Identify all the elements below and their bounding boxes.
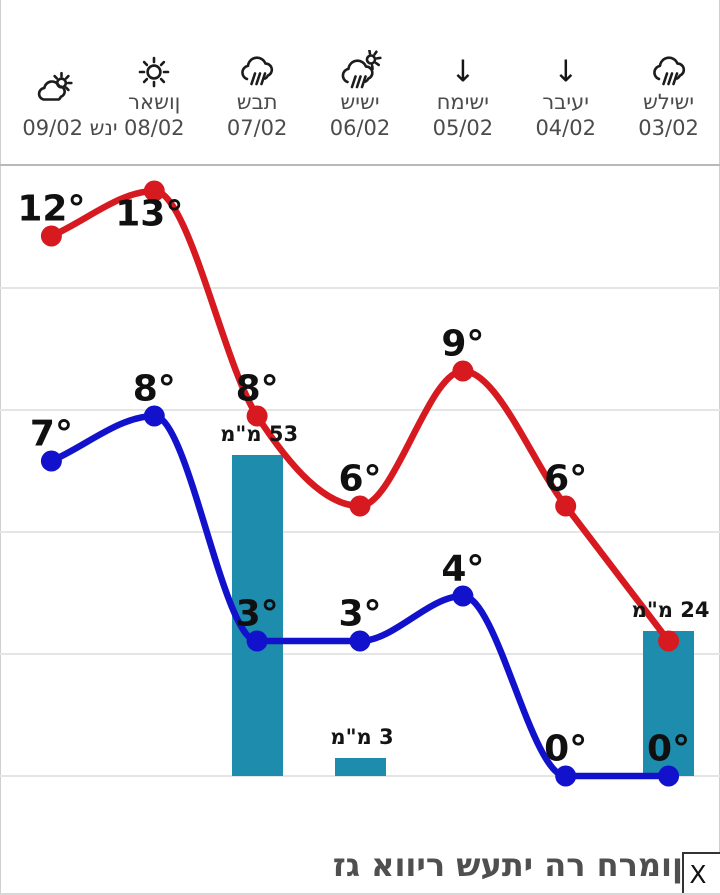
max-temp-label: 6°: [544, 458, 588, 500]
precip-value-label: מ"מ 24: [631, 598, 710, 622]
max-temp-label: 9°: [441, 323, 485, 365]
day-date: 08/02: [124, 116, 185, 140]
max-temp-point: [143, 180, 165, 202]
max-temp-label: 12°: [17, 188, 86, 230]
day-column-03-02[interactable]: שלישי 03/02: [617, 38, 720, 150]
day-date: 03/02: [638, 116, 699, 140]
day-column-07-02[interactable]: שבת 07/02: [206, 38, 309, 150]
partly-cloudy-icon: [33, 71, 77, 115]
down-arrow-icon: ↓: [450, 54, 476, 90]
day-column-04-02[interactable]: ↓ רביעי 04/02: [514, 38, 617, 150]
gridline: [0, 531, 720, 533]
widget-title: זג אוויר שעתי הר חרמון: [332, 846, 683, 884]
min-temp-point: [555, 765, 577, 787]
max-temp-point: [658, 630, 680, 652]
day-name: ראשון: [128, 90, 181, 114]
max-temp-point: [555, 495, 577, 517]
precip-value-label: מ"מ 3: [330, 725, 394, 749]
max-temp-point: [452, 360, 474, 382]
min-temp-label: 0°: [544, 728, 588, 770]
sun-rain-icon: [338, 48, 382, 94]
max-temp-label: 8°: [235, 368, 279, 410]
max-temp-point: [349, 495, 371, 517]
day-name: שלישי: [643, 90, 695, 114]
day-column-06-02[interactable]: שישי 06/02: [309, 38, 412, 150]
page-bottom-divider: [0, 893, 720, 895]
min-temp-point: [40, 450, 62, 472]
header-chart-separator: [0, 164, 720, 166]
day-date: 06/02: [329, 116, 391, 140]
precip-bar-06-02: [334, 758, 386, 776]
gridline: [0, 653, 720, 655]
day-column-05-02[interactable]: ↓ חמישי 05/02: [411, 38, 514, 150]
day-name-and-date: 09/02 שני: [22, 116, 118, 140]
rain-cloud-icon: [647, 50, 691, 94]
precip-bar-07-02: [231, 455, 283, 776]
min-temp-label: 0°: [647, 728, 691, 770]
sun-icon: [132, 50, 176, 94]
min-temp-point: [143, 405, 165, 427]
day-name: שבת: [236, 90, 278, 114]
max-temp-label: 6°: [338, 458, 382, 500]
min-temp-point: [246, 630, 268, 652]
min-temp-label: 8°: [132, 368, 176, 410]
day-date: 04/02: [535, 116, 596, 140]
max-temp-point: [40, 225, 62, 247]
min-temp-point: [452, 585, 474, 607]
widget-left-border: [0, 0, 1, 895]
min-temp-label: 7°: [29, 413, 73, 455]
day-column-08-02[interactable]: ראשון 08/02: [103, 38, 206, 150]
day-name: שישי: [340, 90, 380, 114]
max-temp-label: 13°: [115, 193, 184, 235]
day-date: 05/02: [432, 116, 494, 140]
close-button[interactable]: X: [682, 852, 720, 895]
gridline: [0, 409, 720, 411]
min-temp-point: [349, 630, 371, 652]
min-temp-label: 4°: [441, 548, 485, 590]
gridline: [0, 287, 720, 289]
min-temp-label: 3°: [338, 593, 382, 635]
max-temp-point: [246, 405, 268, 427]
down-arrow-icon: ↓: [553, 54, 579, 90]
rain-cloud-icon: [235, 50, 279, 94]
day-date: 07/02: [226, 116, 288, 140]
min-temp-point: [658, 765, 680, 787]
min-temp-label: 3°: [235, 593, 279, 635]
precip-bar-03-02: [643, 631, 695, 776]
gridline: [0, 775, 720, 777]
day-name: חמישי: [436, 90, 489, 114]
day-column-09-02[interactable]: 09/02 שני: [0, 38, 118, 150]
day-name: רביעי: [542, 90, 589, 114]
precip-value-label: מ"מ 53: [220, 422, 299, 446]
